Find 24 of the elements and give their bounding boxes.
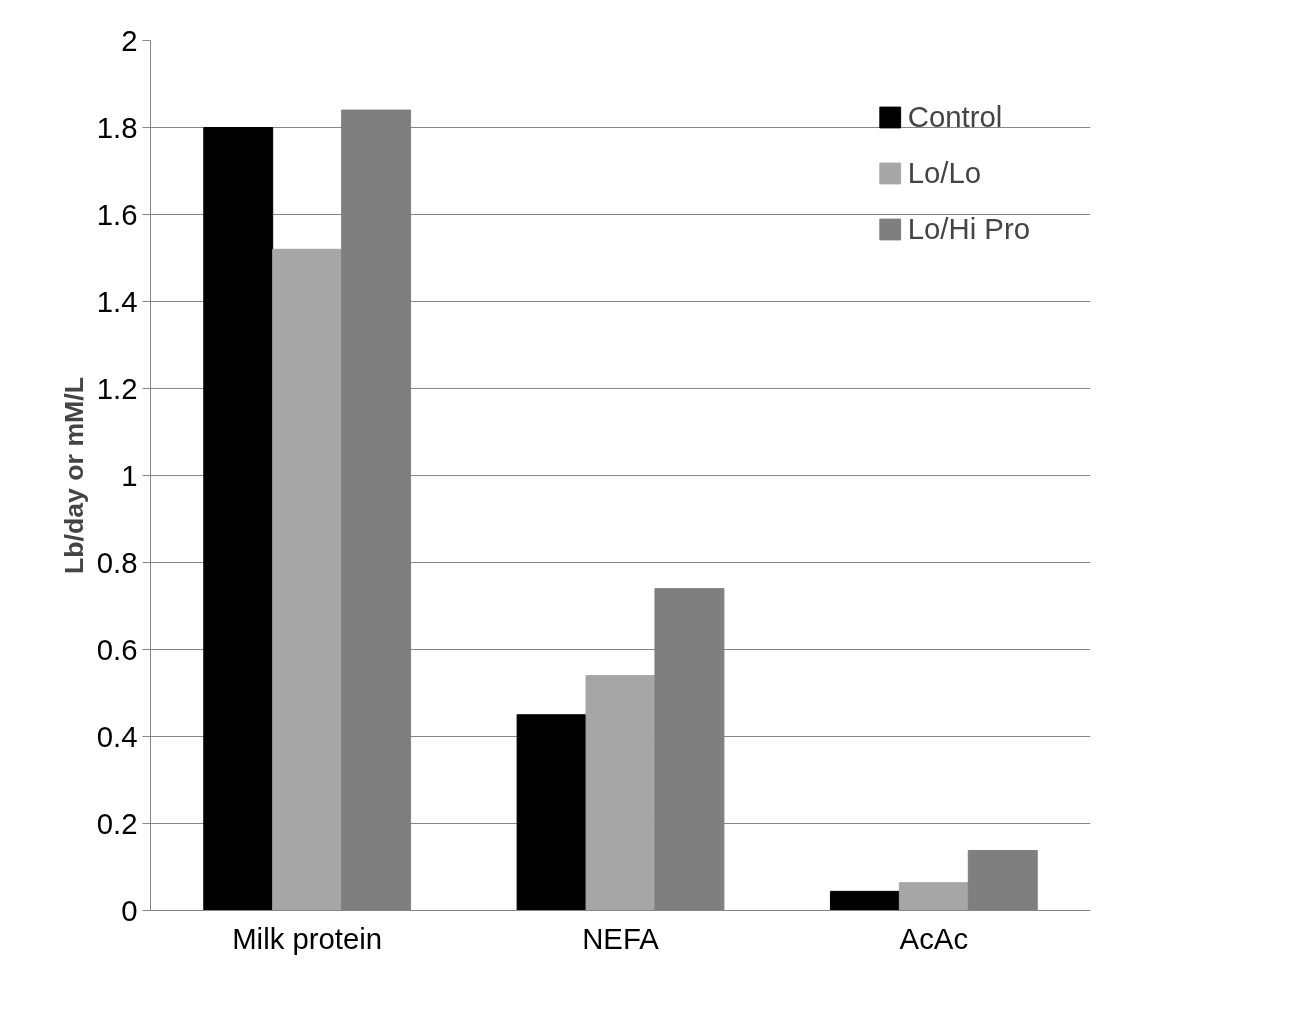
y-axis-title: Lb/day or mM/L <box>58 377 89 574</box>
legend-label: Lo/Lo <box>907 156 982 190</box>
y-tick-label: 2 <box>121 23 138 57</box>
bar <box>829 890 900 911</box>
y-tick-label: 1.6 <box>96 197 138 231</box>
legend-label: Control <box>907 100 1003 134</box>
y-tick-label: 0.8 <box>96 545 138 579</box>
y-tick-label: 1.2 <box>96 371 138 405</box>
x-tick-label: AcAc <box>899 921 969 955</box>
bar <box>585 675 656 911</box>
bar <box>898 882 969 911</box>
y-tick-label: 0.4 <box>96 719 138 753</box>
y-tick-label: 1 <box>121 458 138 492</box>
y-tick-label: 0.6 <box>96 632 138 666</box>
bar <box>272 248 343 911</box>
bar <box>203 127 274 911</box>
legend-label: Lo/Hi Pro <box>907 212 1030 246</box>
y-tick-label: 1.4 <box>96 284 138 318</box>
y-tick-label: 0.2 <box>96 806 138 840</box>
x-tick-label: NEFA <box>582 921 660 955</box>
x-tick-label: Milk protein <box>232 921 383 955</box>
bar <box>516 714 587 911</box>
y-tick-label: 1.8 <box>96 110 138 144</box>
y-tick-label: 0 <box>121 893 138 927</box>
